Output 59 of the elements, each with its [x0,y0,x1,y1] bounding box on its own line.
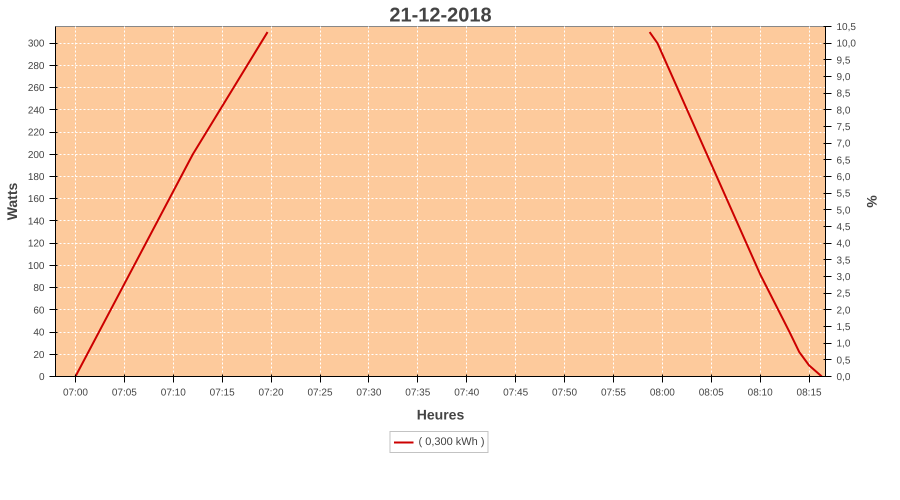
y2-tick-label: 1,0 [836,338,851,350]
x-tick-label: 07:10 [160,388,186,398]
y2-tick-label: 8,0 [836,105,851,116]
x-tick-label: 07:50 [552,388,578,398]
y-tick-label: 240 [28,105,45,116]
y-tick-label: 200 [28,150,45,161]
legend-label: ( 0,300 kWh ) [418,435,485,449]
y2-axis-title: % [864,195,880,208]
y2-tick-label: 7,5 [836,122,851,133]
chart-title: 21-12-2018 [389,4,492,26]
y-tick-label: 160 [28,194,45,206]
y2-tick-label: 3,5 [836,255,851,266]
y2-tick-label: 3,0 [836,272,851,283]
y2-tick-label: 4,5 [836,222,851,233]
y2-tick-label: 10,5 [836,22,856,33]
x-tick-label: 07:15 [210,388,236,398]
x-tick-label: 07:55 [600,388,626,398]
y2-tick-label: 5,5 [836,188,851,200]
y-tick-label: 180 [28,172,45,183]
y-tick-label: 300 [28,38,45,50]
y-tick-label: 60 [33,305,45,316]
y-tick-label: 120 [28,238,45,250]
x-tick-label: 07:35 [405,388,431,398]
y2-tick-label: 2,5 [836,288,851,300]
y2-tick-label: 0,0 [836,372,851,383]
x-tick-label: 07:45 [503,388,529,398]
x-tick-label: 08:15 [796,388,822,398]
y-axis-title: Watts [4,182,20,220]
y2-tick-label: 2,0 [836,305,851,316]
y-tick-label: 40 [33,328,45,339]
x-tick-label: 08:00 [650,388,676,398]
x-tick-label: 07:20 [258,388,284,398]
x-tick-label: 07:00 [62,388,88,398]
x-tick-label: 07:05 [112,388,138,398]
y2-tick-label: 0,5 [836,355,851,366]
y2-tick-label: 9,5 [836,55,851,66]
y-tick-label: 100 [28,260,45,272]
y-tick-label: 20 [33,350,45,361]
x-tick-label: 07:40 [454,388,480,398]
y2-tick-label: 8,5 [836,88,851,100]
y-tick-label: 280 [28,60,45,72]
y2-tick-label: 6,0 [836,172,851,183]
y-tick-label: 140 [28,216,45,228]
x-tick-label: 07:30 [356,388,382,398]
x-axis-title: Heures [416,406,464,422]
y2-tick-label: 4,0 [836,238,851,250]
y2-tick-label: 7,0 [836,138,851,150]
y-tick-label: 80 [33,283,45,294]
x-tick-label: 08:05 [698,388,724,398]
x-tick-label: 08:10 [748,388,774,398]
y-tick-label: 0 [38,372,45,383]
x-tick-label: 07:25 [308,388,333,398]
y-tick-label: 220 [28,128,45,139]
y2-tick-label: 9,0 [836,72,851,83]
y2-tick-label: 6,5 [836,155,851,166]
y2-tick-label: 1,5 [836,322,851,333]
y2-tick-label: 5,0 [836,205,851,216]
y-tick-label: 260 [28,83,45,94]
y2-tick-label: 10,0 [836,38,856,50]
